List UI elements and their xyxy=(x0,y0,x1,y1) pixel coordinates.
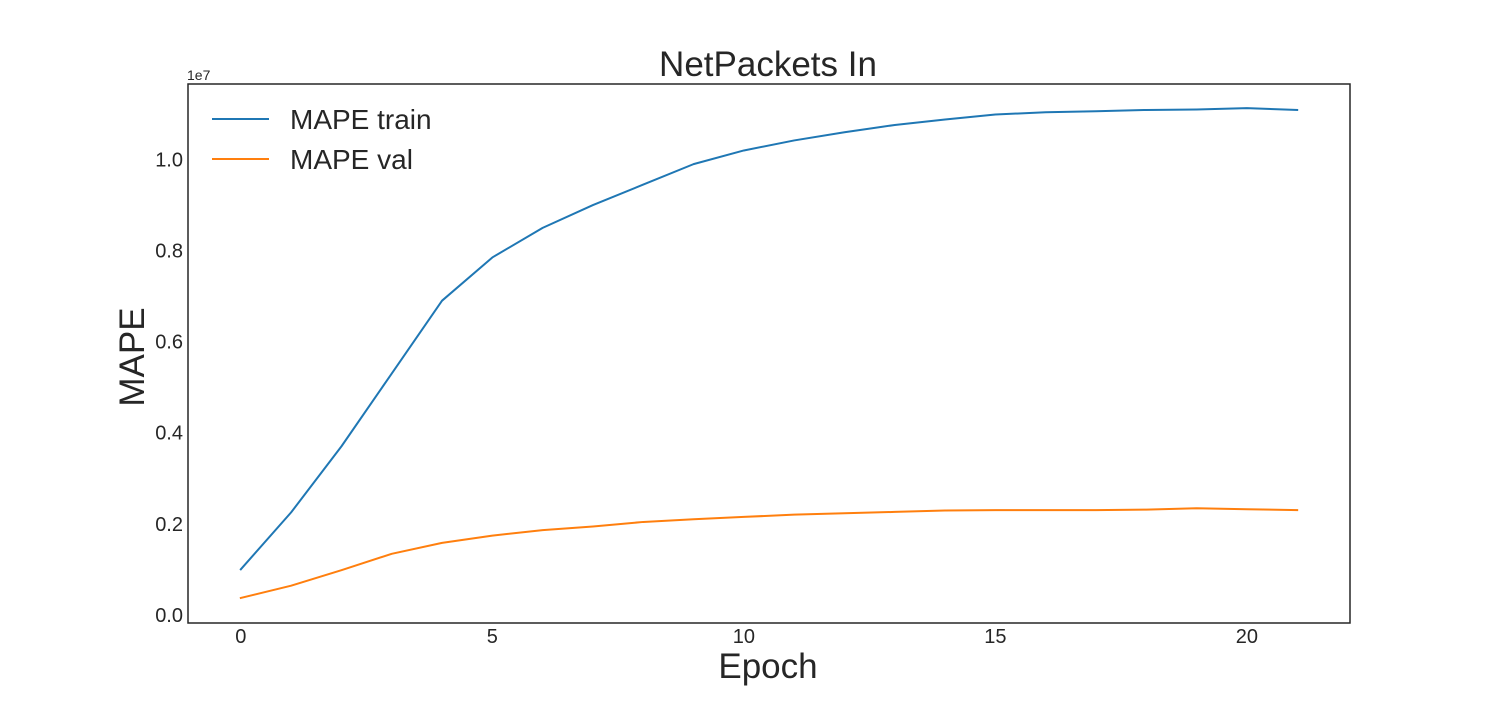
y-tick-label: 0.4 xyxy=(155,423,183,445)
y-axis-ticks: 0.0 0.2 0.4 0.6 0.8 1.0 xyxy=(155,150,183,627)
x-tick-label: 10 xyxy=(733,626,755,648)
y-tick-label: 0.6 xyxy=(155,332,183,354)
y-tick-label: 0.8 xyxy=(155,241,183,263)
y-axis-label: MAPE xyxy=(113,307,152,406)
x-tick-label: 5 xyxy=(487,626,498,648)
y-tick-label: 1.0 xyxy=(155,150,183,172)
y-axis-offset-label: 1e7 xyxy=(187,67,211,83)
series-line-1 xyxy=(239,507,1299,600)
x-axis-label: Epoch xyxy=(718,647,817,686)
y-tick-label: 0.0 xyxy=(155,605,183,627)
series-line-0 xyxy=(239,107,1299,571)
legend: MAPE train MAPE val xyxy=(212,104,432,175)
y-tick-label: 0.2 xyxy=(155,514,183,536)
legend-label-0: MAPE train xyxy=(290,104,432,135)
plot-area-frame xyxy=(187,83,1351,624)
plot-lines xyxy=(239,107,1299,600)
x-tick-label: 0 xyxy=(235,626,246,648)
x-tick-label: 15 xyxy=(984,626,1006,648)
chart-title: NetPackets In xyxy=(659,45,877,84)
x-axis-ticks: 0 5 10 15 20 xyxy=(235,626,1258,648)
x-tick-label: 20 xyxy=(1236,626,1258,648)
legend-label-1: MAPE val xyxy=(290,144,413,175)
